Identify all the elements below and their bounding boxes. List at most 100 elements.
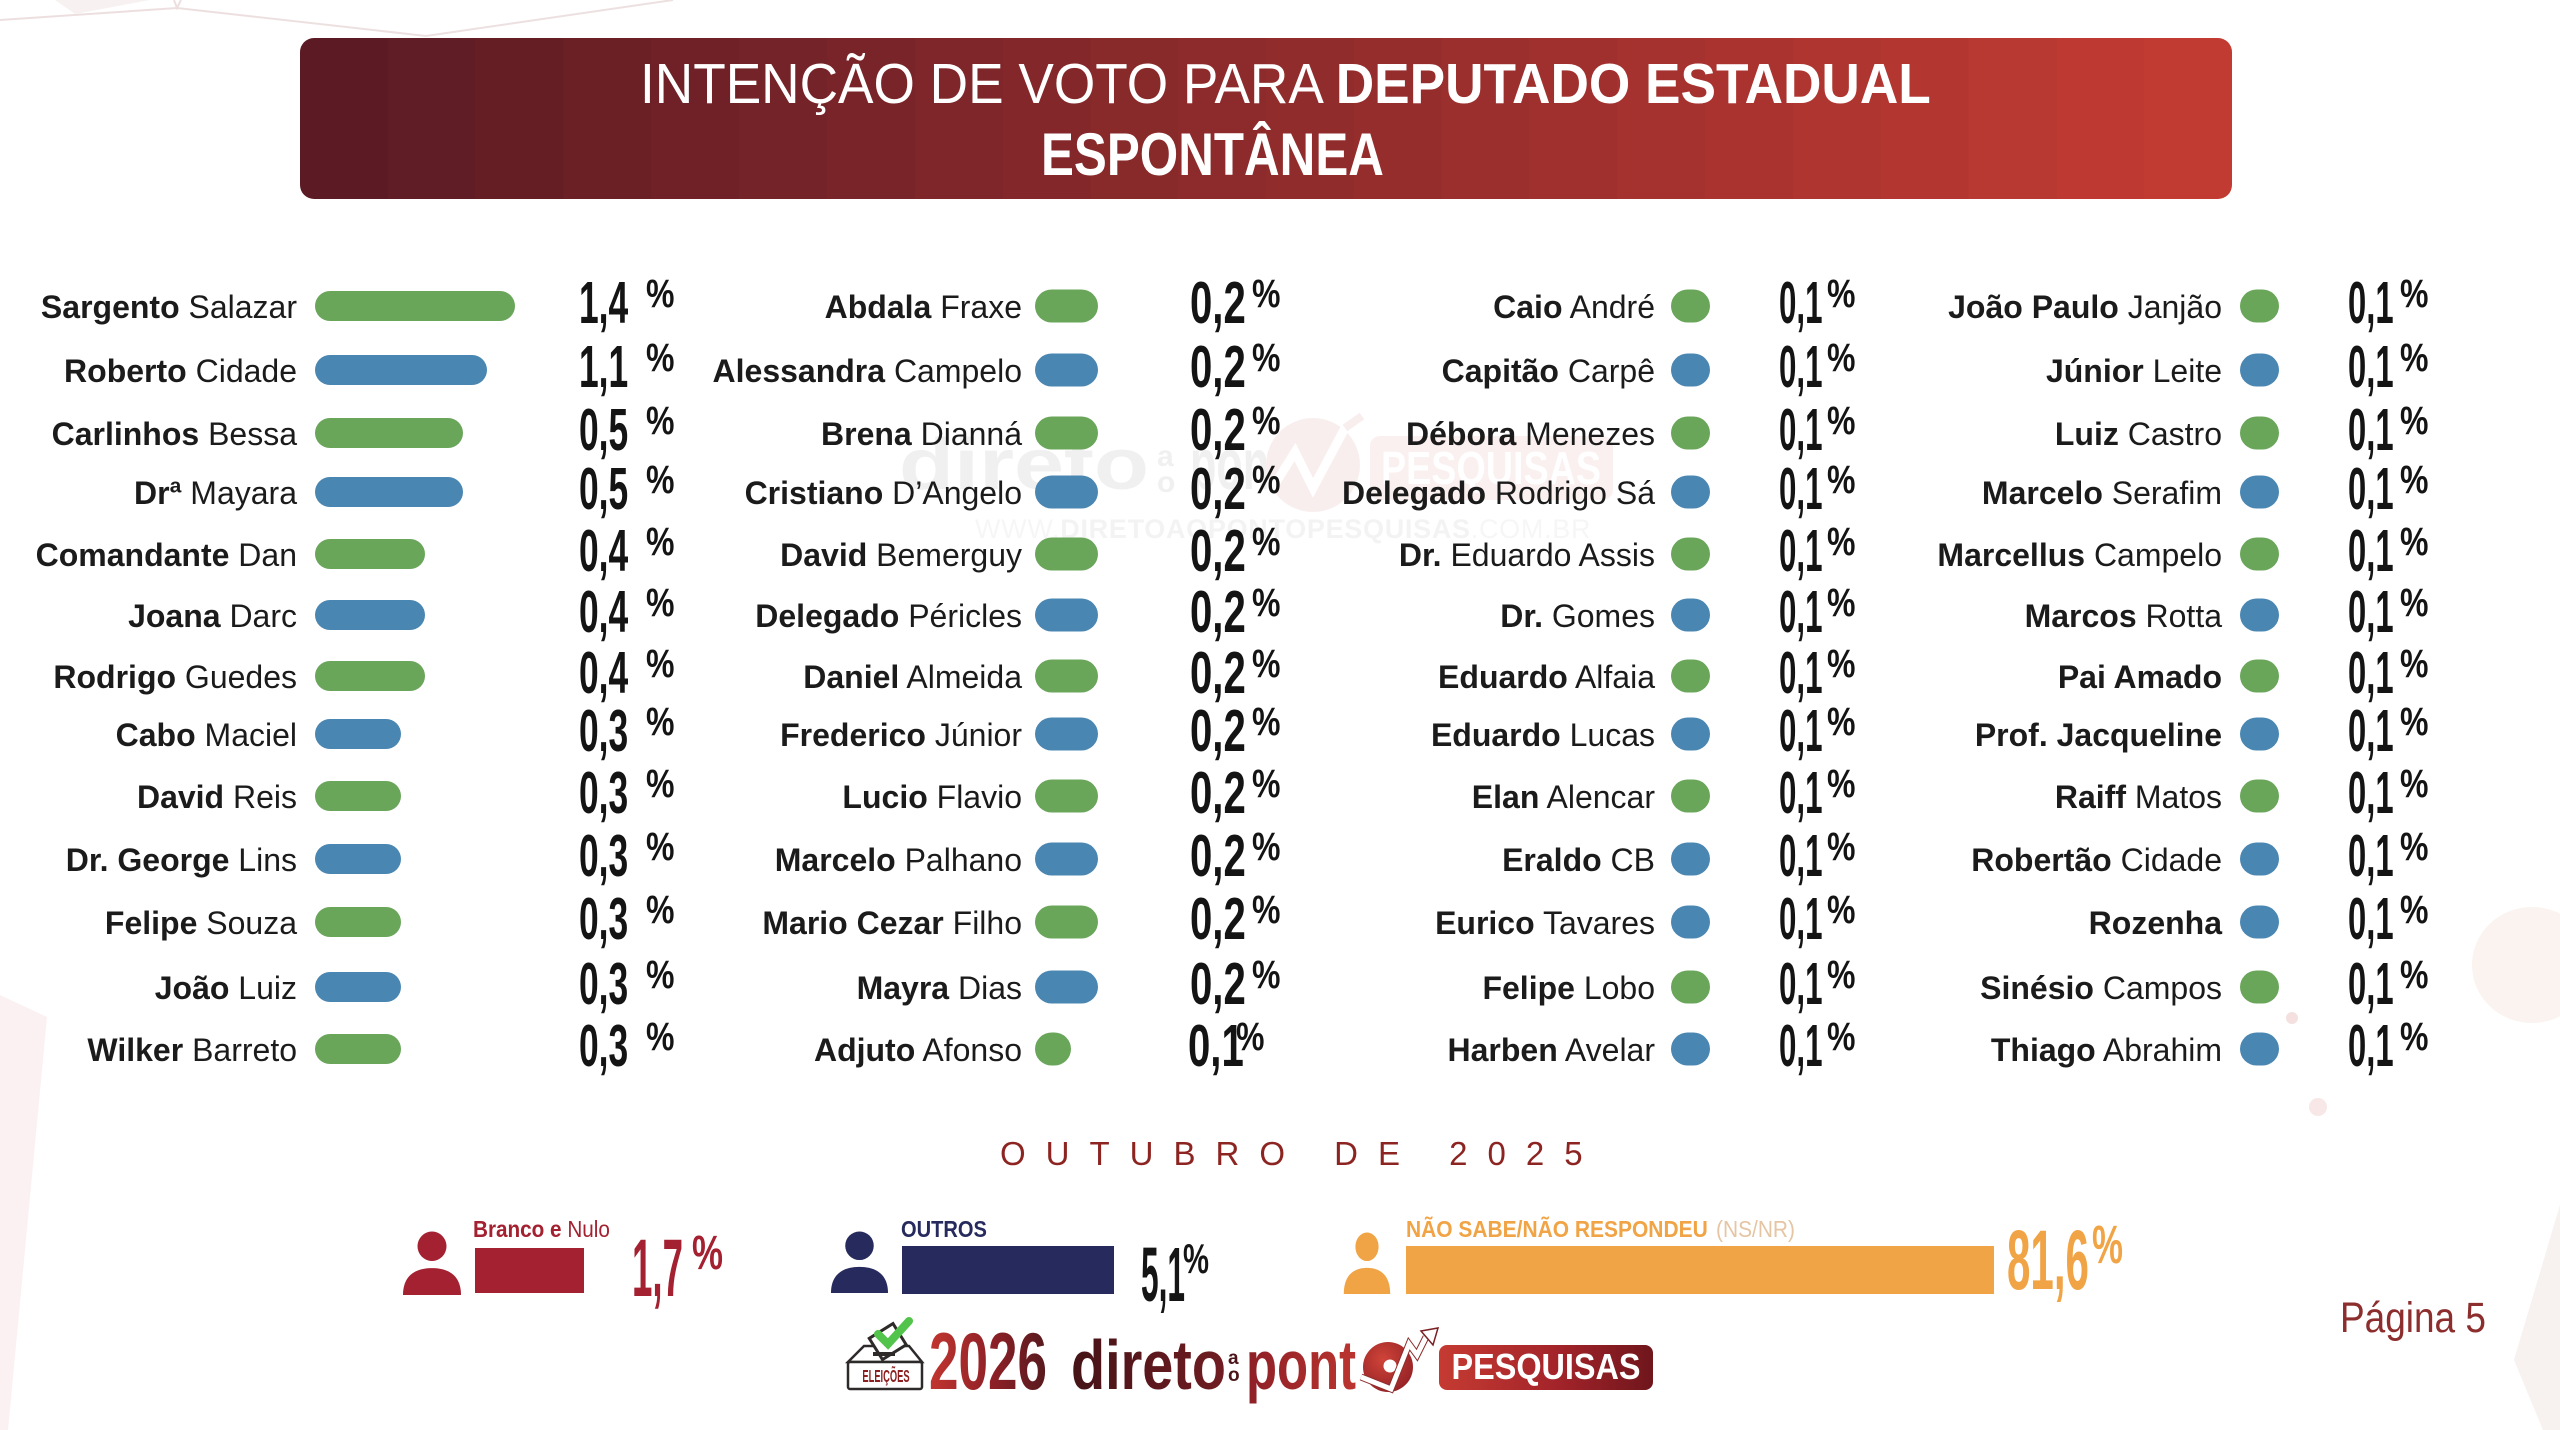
svg-text:%: % [692,1226,723,1280]
svg-text:0,3: 0,3 [579,761,628,826]
svg-text:%: % [2400,641,2428,686]
svg-text:Rodrigo Guedes: Rodrigo Guedes [53,659,297,695]
svg-text:0,1: 0,1 [2348,761,2394,827]
svg-text:Abdala Fraxe: Abdala Fraxe [825,289,1022,325]
svg-text:%: % [1827,641,1855,686]
svg-text:0,1: 0,1 [1779,887,1822,953]
svg-text:Cristiano D’Angelo: Cristiano D’Angelo [745,475,1022,511]
svg-text:%: % [646,824,674,869]
svg-text:%: % [1236,1014,1264,1059]
svg-text:%: % [2400,1014,2428,1059]
svg-text:%: % [1827,887,1855,932]
svg-text:%: % [1827,519,1855,564]
svg-text:Mario Cezar Filho: Mario Cezar Filho [762,905,1022,941]
svg-text:%: % [2092,1214,2123,1275]
svg-text:Caio André: Caio André [1493,289,1655,325]
svg-text:%: % [2400,457,2428,502]
svg-text:OUTROS: OUTROS [901,1216,987,1243]
svg-text:Alessandra Campelo: Alessandra Campelo [713,353,1022,389]
svg-text:direto: direto [1071,1327,1226,1404]
svg-text:%: % [646,580,674,625]
svg-text:%: % [646,271,674,316]
svg-text:%: % [646,519,674,564]
svg-text:o: o [1228,1365,1240,1386]
svg-text:1,4: 1,4 [579,271,628,336]
svg-text:0,4: 0,4 [579,580,628,645]
svg-text:%: % [646,761,674,806]
svg-text:5,1: 5,1 [1141,1233,1185,1318]
svg-text:0,5: 0,5 [579,457,628,522]
svg-text:0,1: 0,1 [2348,824,2394,890]
svg-text:%: % [1183,1235,1209,1283]
svg-text:%: % [646,887,674,932]
svg-text:pont: pont [1190,424,1284,505]
svg-text:Marcos Rotta: Marcos Rotta [2025,598,2223,634]
svg-text:Cabo Maciel: Cabo Maciel [116,717,297,753]
svg-text:0,1: 0,1 [2348,699,2394,765]
svg-text:Sargento Salazar: Sargento Salazar [41,289,297,325]
svg-text:%: % [1252,580,1280,625]
svg-text:0,4: 0,4 [579,519,628,584]
svg-text:%: % [1252,335,1280,380]
svg-text:Eduardo Lucas: Eduardo Lucas [1431,717,1655,753]
svg-text:%: % [1827,398,1855,443]
svg-text:%: % [1252,398,1280,443]
svg-text:0,1: 0,1 [1779,699,1822,765]
svg-text:0,1: 0,1 [1779,398,1822,464]
svg-text:%: % [1252,952,1280,997]
svg-text:%: % [1252,641,1280,686]
svg-text:0,3: 0,3 [579,887,628,952]
svg-text:%: % [1827,699,1855,744]
svg-text:0,2: 0,2 [1190,822,1246,889]
svg-text:%: % [1827,824,1855,869]
svg-text:%: % [2400,824,2428,869]
svg-text:0,1: 0,1 [1188,1012,1244,1079]
svg-text:%: % [646,699,674,744]
svg-text:0,2: 0,2 [1190,269,1246,336]
svg-text:Drª Mayara: Drª Mayara [134,475,297,511]
svg-text:0,3: 0,3 [579,824,628,889]
svg-text:Dr. Gomes: Dr. Gomes [1500,598,1655,634]
svg-text:0,1: 0,1 [1779,580,1822,646]
svg-text:1,1: 1,1 [579,335,628,400]
svg-text:(NS/NR): (NS/NR) [1716,1216,1795,1242]
svg-text:PESQUISAS: PESQUISAS [1452,1347,1641,1387]
svg-text:Eduardo Alfaia: Eduardo Alfaia [1438,659,1655,695]
svg-text:Thiago Abrahim: Thiago Abrahim [1991,1032,2222,1068]
svg-text:%: % [1827,761,1855,806]
svg-text:Delegado Rodrigo Sá: Delegado Rodrigo Sá [1342,475,1655,511]
svg-text:Dr. Eduardo Assis: Dr. Eduardo Assis [1399,537,1655,573]
svg-text:Marcelo Serafim: Marcelo Serafim [1982,475,2222,511]
svg-text:0,2: 0,2 [1190,697,1246,764]
svg-text:Marcellus Campelo: Marcellus Campelo [1937,537,2222,573]
svg-text:INTENÇÃO DE VOTO PARA DEPUTADO: INTENÇÃO DE VOTO PARA DEPUTADO ESTADUAL [640,51,1931,115]
svg-text:2026: 2026 [929,1316,1047,1407]
svg-text:%: % [2400,519,2428,564]
svg-text:%: % [2400,398,2428,443]
svg-text:Felipe Souza: Felipe Souza [105,905,297,941]
svg-text:Joana Darc: Joana Darc [128,598,297,634]
svg-text:0,1: 0,1 [2348,1014,2394,1080]
svg-text:Adjuto Afonso: Adjuto Afonso [814,1032,1022,1068]
svg-text:0,4: 0,4 [579,641,628,706]
svg-text:Raiff Matos: Raiff Matos [2055,779,2222,815]
svg-text:0,1: 0,1 [2348,580,2394,646]
svg-text:%: % [1827,335,1855,380]
svg-text:0,1: 0,1 [2348,457,2394,523]
svg-text:Prof. Jacqueline: Prof. Jacqueline [1975,717,2222,753]
svg-text:0,2: 0,2 [1190,578,1246,645]
svg-text:Frederico Júnior: Frederico Júnior [780,717,1022,753]
svg-text:%: % [646,1014,674,1059]
svg-text:João Paulo Janjão: João Paulo Janjão [1948,289,2222,325]
svg-text:Eraldo CB: Eraldo CB [1502,842,1655,878]
svg-text:0,1: 0,1 [2348,952,2394,1018]
svg-text:0,2: 0,2 [1190,333,1246,400]
svg-text:Felipe Lobo: Felipe Lobo [1482,970,1655,1006]
svg-text:0,1: 0,1 [1779,1014,1822,1080]
svg-text:0,3: 0,3 [579,1014,628,1079]
svg-text:Capitão Carpê: Capitão Carpê [1442,353,1655,389]
svg-text:%: % [646,457,674,502]
svg-text:0,2: 0,2 [1190,455,1246,522]
svg-text:0,5: 0,5 [579,398,628,463]
svg-text:0,1: 0,1 [1779,519,1822,585]
